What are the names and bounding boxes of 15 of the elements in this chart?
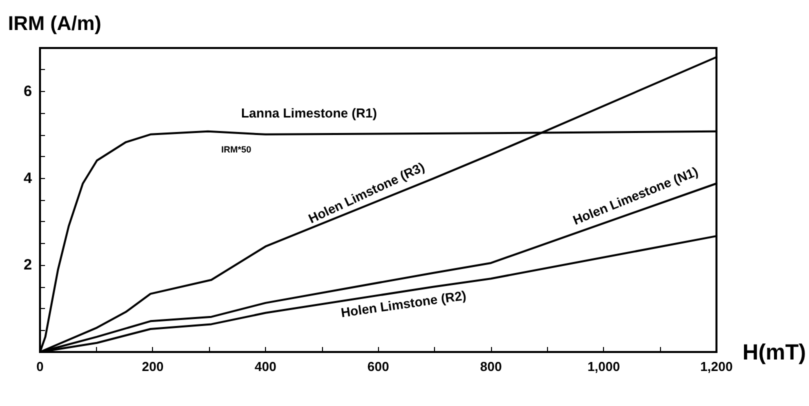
y-axis-title: IRM (A/m) xyxy=(8,13,102,35)
series-label: Lanna Limestone (R1) xyxy=(241,106,377,121)
x-tick-label: 1,000 xyxy=(587,359,620,374)
y-tick-label: 4 xyxy=(24,170,33,187)
x-tick-label: 1,200 xyxy=(700,359,733,374)
text: Holen Limstone (R2) xyxy=(340,288,468,320)
annotation: IRM*50 xyxy=(221,144,252,155)
x-tick-label: 600 xyxy=(367,359,390,374)
y-tick-label: 2 xyxy=(24,256,32,274)
x-tick-label: 0 xyxy=(36,359,44,374)
x-tick-label: 200 xyxy=(142,359,164,374)
y-tick-label: 6 xyxy=(24,82,32,100)
x-tick-label: 400 xyxy=(254,359,276,374)
x-tick-label: 800 xyxy=(480,359,502,374)
x-axis-title: H(mT) xyxy=(742,340,806,364)
